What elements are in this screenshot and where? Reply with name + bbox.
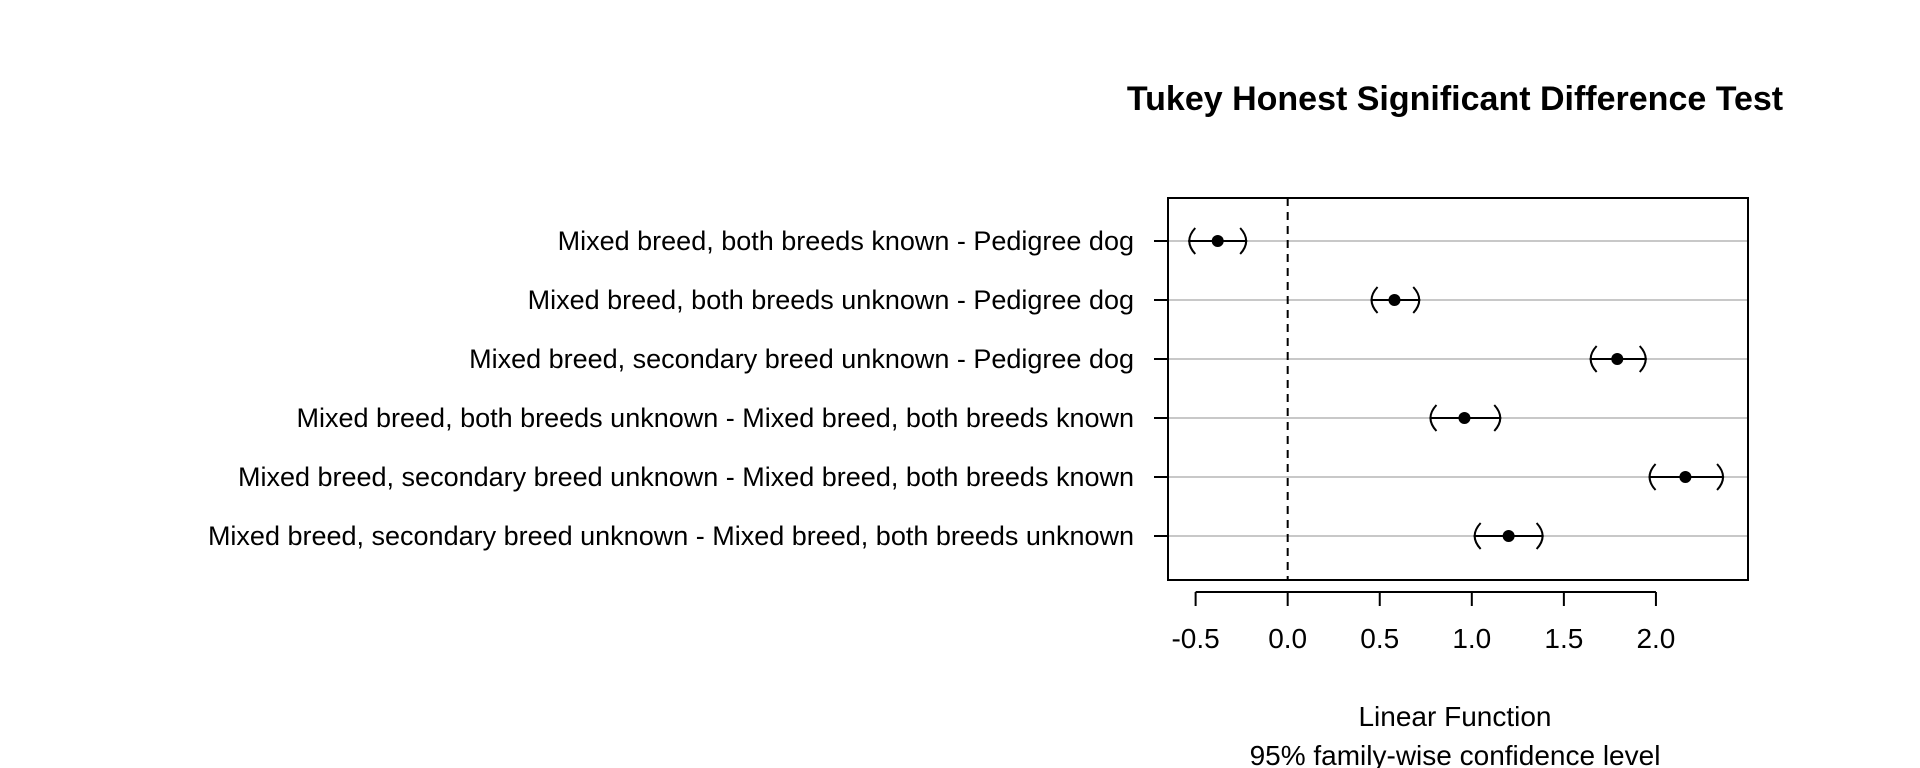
y-tick-label: Mixed breed, secondary breed unknown - M… (208, 521, 1134, 551)
x-tick-label: 0.0 (1268, 623, 1307, 654)
x-tick-label: 1.0 (1452, 623, 1491, 654)
ci-lower-bracket (1188, 227, 1197, 255)
chart-title: Tukey Honest Significant Difference Test (1127, 80, 1783, 118)
y-tick-label: Mixed breed, secondary breed unknown - M… (238, 462, 1134, 492)
ci-lower-bracket (1429, 404, 1438, 432)
gridlines (1168, 240, 1748, 537)
ci-upper-bracket (1716, 463, 1725, 491)
ci-upper-bracket (1493, 404, 1502, 432)
estimate-point (1458, 412, 1471, 424)
x-tick-label: 1.5 (1544, 623, 1583, 654)
ci-lower-bracket (1589, 345, 1598, 373)
ci-lower-bracket (1370, 286, 1379, 314)
x-axis: -0.5 0.0 0.5 1.0 1.5 2.0 (1171, 591, 1675, 654)
ci-upper-bracket (1412, 286, 1421, 314)
ci-upper-bracket (1239, 227, 1248, 255)
y-tick-label: Mixed breed, both breeds unknown - Pedig… (528, 285, 1134, 315)
plot-frame (1167, 197, 1749, 581)
y-axis-ticks: Mixed breed, both breeds known - Pedigre… (208, 226, 1168, 551)
ci-upper-bracket (1638, 345, 1647, 373)
estimate-point (1211, 235, 1224, 247)
x-axis-label: Linear Function (1358, 701, 1551, 732)
estimate-point (1388, 294, 1401, 306)
y-tick-label: Mixed breed, both breeds known - Pedigre… (558, 226, 1134, 256)
x-tick-label: -0.5 (1171, 623, 1219, 654)
estimate-point (1502, 530, 1515, 542)
estimate-point (1679, 471, 1692, 483)
confidence-intervals (1188, 227, 1725, 550)
ci-lower-bracket (1473, 522, 1482, 550)
x-tick-label: 2.0 (1636, 623, 1675, 654)
estimate-point (1611, 353, 1624, 365)
y-tick-label: Mixed breed, secondary breed unknown - P… (469, 344, 1134, 374)
ci-upper-bracket (1535, 522, 1544, 550)
ci-lower-bracket (1648, 463, 1657, 491)
x-axis-sublabel: 95% family-wise confidence level (1250, 740, 1661, 768)
x-tick-label: 0.5 (1360, 623, 1399, 654)
y-tick-label: Mixed breed, both breeds unknown - Mixed… (296, 403, 1134, 433)
